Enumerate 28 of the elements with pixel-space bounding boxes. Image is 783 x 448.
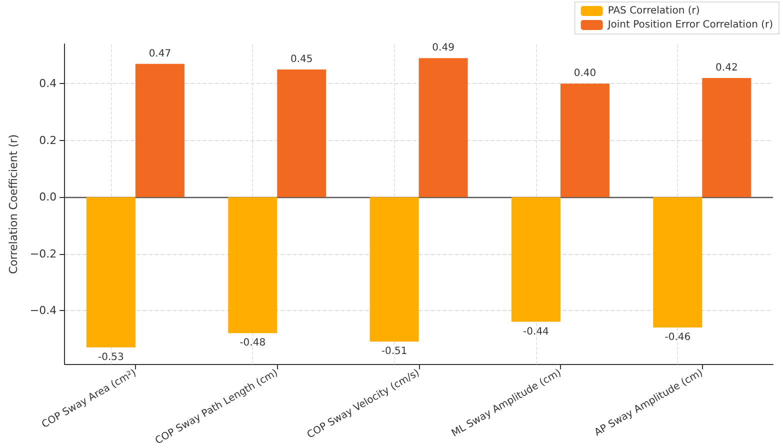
data-label: -0.44 bbox=[523, 326, 549, 338]
data-label: 0.45 bbox=[290, 54, 313, 66]
bar bbox=[86, 197, 136, 348]
bar bbox=[560, 84, 610, 198]
y-tick-label: −0.2 bbox=[30, 247, 57, 260]
bar bbox=[653, 197, 702, 328]
data-label: 0.47 bbox=[148, 48, 172, 60]
y-tick-label: −0.4 bbox=[30, 304, 57, 317]
data-label: 0.49 bbox=[432, 42, 454, 54]
bar bbox=[418, 58, 468, 198]
legend-label: PAS Correlation (r) bbox=[608, 6, 700, 16]
legend-label: Joint Position Error Correlation (r) bbox=[606, 20, 774, 30]
data-label: -0.48 bbox=[240, 338, 266, 349]
y-tick-label: 0.2 bbox=[39, 134, 57, 147]
data-label: -0.51 bbox=[381, 346, 408, 358]
bar bbox=[511, 197, 560, 322]
data-label: -0.53 bbox=[98, 352, 124, 363]
bar bbox=[228, 197, 278, 334]
bar bbox=[370, 197, 419, 342]
data-label: 0.40 bbox=[574, 68, 596, 80]
data-label: 0.42 bbox=[716, 62, 738, 74]
y-axis-title: Correlation Coefficient (r) bbox=[7, 134, 20, 274]
bar bbox=[277, 70, 326, 198]
data-label: -0.46 bbox=[664, 332, 691, 343]
bar bbox=[135, 64, 184, 198]
bar bbox=[702, 78, 752, 198]
y-tick-label: 0.0 bbox=[39, 190, 57, 204]
y-tick-label: 0.4 bbox=[39, 77, 57, 90]
